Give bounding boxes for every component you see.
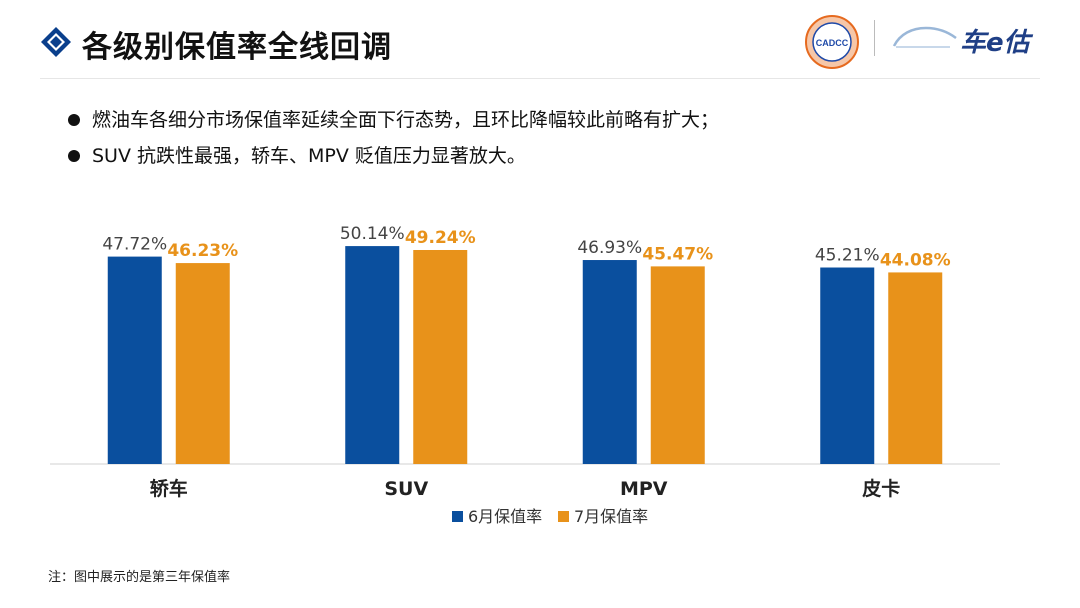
category-label: 皮卡 [862, 477, 900, 500]
page-title: 各级别保值率全线回调 [82, 30, 392, 65]
car-outline-icon [892, 26, 957, 48]
legend-swatch-jul [558, 511, 569, 522]
data-label-jul: 44.08% [880, 250, 951, 270]
bullet-item: SUV 抗跌性最强，轿车、MPV 贬值压力显著放大。 [68, 142, 719, 178]
footnote: 注：图中展示的是第三年保值率 [48, 570, 231, 585]
bar-jun [345, 246, 400, 464]
bullet-list: 燃油车各细分市场保值率延续全面下行态势，且环比降幅较此前略有扩大； SUV 抗跌… [68, 106, 719, 178]
data-label-jul: 45.47% [642, 244, 713, 264]
data-label-jun: 45.21% [815, 246, 880, 266]
bar-chart: 47.72% 46.23% 轿车 50.14% 49.24% SUV 46.93% 45.47… [0, 190, 1080, 540]
legend-swatch-jun [452, 511, 463, 522]
cadcc-logo-text: CADCC [816, 38, 849, 48]
bullet-dot-icon [68, 114, 80, 126]
header-divider [40, 78, 1040, 79]
bar-jun [107, 256, 162, 464]
cadcc-logo: CADCC [805, 15, 859, 69]
bullet-item: 燃油车各细分市场保值率延续全面下行态势，且环比降幅较此前略有扩大； [68, 106, 719, 142]
data-label-jul: 49.24% [405, 228, 476, 248]
header: 各级别保值率全线回调 CADCC 车e估 [0, 0, 1080, 80]
bar-jun [820, 267, 875, 464]
bullet-dot-icon [68, 150, 80, 162]
bar-jul [650, 266, 705, 464]
diamond-bullet-icon [41, 27, 71, 57]
legend-label: 6月保值率 [468, 507, 542, 526]
bar-chart-svg: 47.72% 46.23% 轿车 50.14% 49.24% SUV 46.93% 45.47… [50, 224, 1000, 526]
bar-jul [888, 272, 943, 464]
category-label: 轿车 [150, 477, 188, 500]
data-label-jul: 46.23% [167, 241, 238, 261]
bullet-text: 燃油车各细分市场保值率延续全面下行态势，且环比降幅较此前略有扩大； [92, 109, 720, 131]
brand-logo: 车e估 [890, 20, 1030, 60]
legend-label: 7月保值率 [574, 507, 648, 526]
bar-jul [175, 263, 230, 464]
bar-jul [413, 249, 468, 464]
category-label: SUV [384, 478, 428, 500]
bar-jun [582, 260, 637, 464]
data-label-jun: 47.72% [102, 235, 167, 255]
data-label-jun: 50.14% [340, 224, 405, 244]
logo-separator [874, 20, 875, 56]
brand-name: 车e估 [960, 28, 1030, 58]
bullet-text: SUV 抗跌性最强，轿车、MPV 贬值压力显著放大。 [92, 145, 526, 167]
data-label-jun: 46.93% [577, 238, 642, 258]
category-label: MPV [620, 478, 668, 500]
